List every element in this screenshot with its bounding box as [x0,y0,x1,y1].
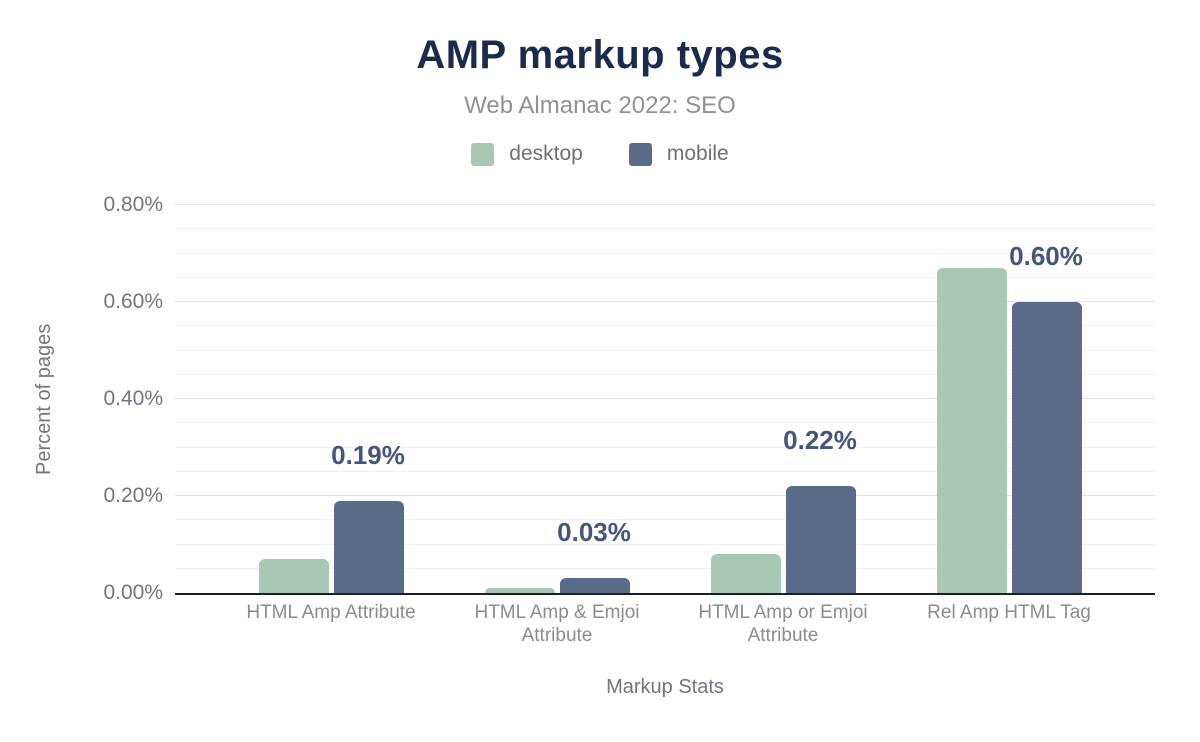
chart-title: AMP markup types [416,33,784,77]
bar-mobile [1011,302,1082,593]
value-label: 0.03% [557,517,631,548]
x-category-label-text: Rel Amp HTML Tag [927,602,1091,623]
legend-label: mobile [666,142,729,165]
bar-group: 0.60% [896,205,1122,593]
minor-gridline [175,470,1155,472]
chart-subtitle: Web Almanac 2022: SEO [464,92,736,119]
value-label: 0.22% [783,425,857,456]
y-tick-label: 0.60% [103,290,163,313]
bar-group: 0.19% [218,205,444,593]
bar-desktop [710,554,781,593]
y-tick-label: 0.80% [103,193,163,216]
major-gridline [175,204,1155,205]
legend: desktop mobile [0,142,1200,166]
minor-gridline [175,446,1155,448]
bar-series-container: 0.19% 0.03% 0.22% 0.60% [218,205,1122,593]
x-category-label-text: HTML Amp & Emjoi Attribute [474,602,640,646]
major-gridline [175,398,1155,399]
x-category-label: HTML Amp & Emjoi Attribute [444,602,670,648]
major-gridline [175,301,1155,302]
bar-mobile [333,500,404,593]
bar-group: 0.22% [670,205,896,593]
legend-swatch-mobile [628,142,652,166]
minor-gridline [175,325,1155,327]
y-tick-label: 0.00% [103,581,163,604]
minor-gridline [175,519,1155,521]
x-category-label: HTML Amp Attribute [218,602,444,648]
bar-mobile [559,578,630,593]
x-axis-category-labels: HTML Amp Attribute HTML Amp & Emjoi Attri… [218,602,1122,648]
bar-mobile [785,486,856,593]
minor-gridline [175,276,1155,278]
bar-desktop [484,588,555,593]
bar-group: 0.03% [444,205,670,593]
legend-item-desktop: desktop [471,142,583,166]
legend-label: desktop [509,142,583,165]
value-label: 0.19% [331,439,405,470]
minor-gridline [175,228,1155,230]
y-axis-ticks: 0.00% 0.20% 0.40% 0.60% 0.80% [0,193,163,604]
value-label: 0.60% [1009,241,1083,271]
x-axis-title: Markup Stats [606,676,724,698]
bar-desktop [258,559,329,593]
plot-area: 0.19% 0.03% 0.22% 0.60% [175,204,1155,595]
y-tick-label: 0.40% [103,387,163,410]
x-category-label-text: HTML Amp Attribute [246,602,416,623]
legend-swatch-desktop [471,142,495,166]
minor-gridline [175,422,1155,424]
major-gridline [175,495,1155,496]
minor-gridline [175,349,1155,351]
minor-gridline [175,252,1155,254]
minor-gridline [175,567,1155,569]
bar-desktop [936,268,1007,593]
legend-item-mobile: mobile [628,142,729,166]
x-category-label: HTML Amp or Emjoi Attribute [670,602,896,648]
x-category-label-text: HTML Amp or Emjoi Attribute [698,602,868,646]
minor-gridline [175,543,1155,545]
x-category-label: Rel Amp HTML Tag [896,602,1122,648]
y-tick-label: 0.20% [103,484,163,507]
minor-gridline [175,373,1155,375]
